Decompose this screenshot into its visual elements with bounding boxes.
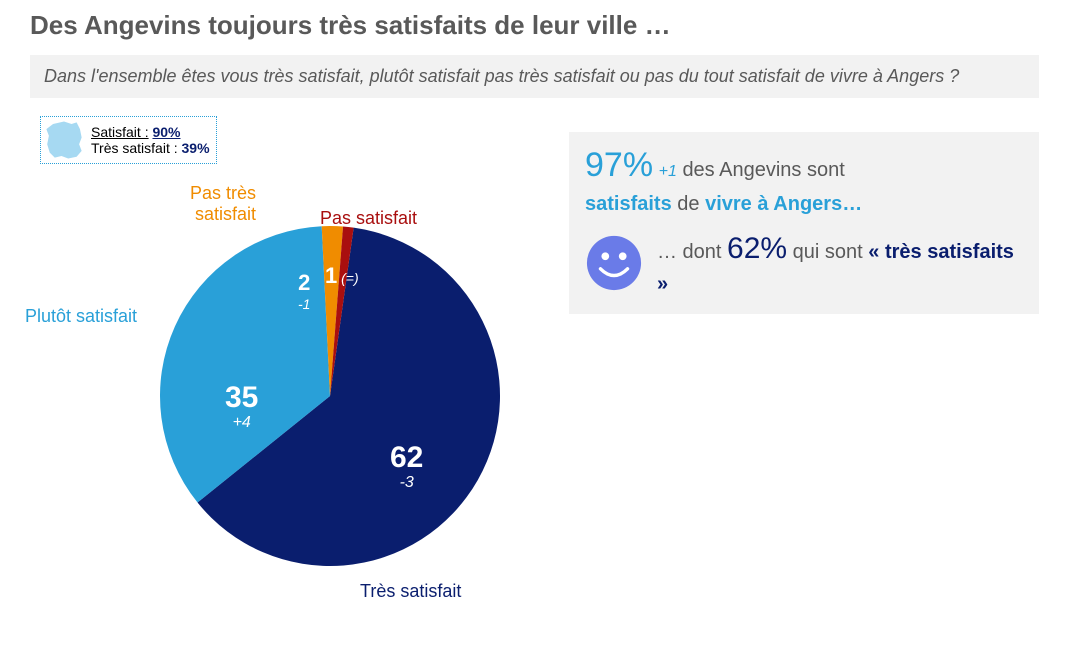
legend-tres-label: Très satisfait : xyxy=(91,140,178,156)
legend-tres-pct: 39% xyxy=(182,140,210,156)
content: Satisfait : 90% Très satisfait : 39% Trè… xyxy=(30,116,1039,606)
chart-side: Satisfait : 90% Très satisfait : 39% Trè… xyxy=(30,116,529,606)
stat-line2-pre: … dont xyxy=(657,241,721,263)
stat-pct: 97% xyxy=(585,146,653,184)
page-title: Des Angevins toujours très satisfaits de… xyxy=(30,10,1039,41)
slice-value-pas_satisfait: 1 (=) xyxy=(325,264,359,288)
slice-value-tres_satisfait: 62-3 xyxy=(390,441,423,492)
stat-side: 97% +1 des Angevins sont satisfaits de v… xyxy=(569,116,1039,606)
stat-pct-delta: +1 xyxy=(659,163,677,180)
legend-box: Satisfait : 90% Très satisfait : 39% xyxy=(40,116,217,164)
slice-value-plutot_satisfait: 35+4 xyxy=(225,381,258,432)
stat-line2-text: … dont 62% qui sont « très satisfaits » xyxy=(657,228,1023,298)
stat-kw-sat: satisfaits xyxy=(585,193,672,215)
stat-pct2: 62% xyxy=(727,232,787,265)
smiley-icon xyxy=(585,234,643,292)
stat-box: 97% +1 des Angevins sont satisfaits de v… xyxy=(569,132,1039,314)
france-map-icon xyxy=(43,119,85,161)
stat-line2-mid: qui sont xyxy=(793,241,863,263)
question-box: Dans l'ensemble êtes vous très satisfait… xyxy=(30,55,1039,98)
legend-satisfait-row: Satisfait : 90% xyxy=(91,124,210,141)
slice-label-pas_tres_satisfait: Pas trèssatisfait xyxy=(190,183,256,224)
slice-label-pas_satisfait: Pas satisfait xyxy=(320,208,417,229)
legend-satisfait-pct: 90% xyxy=(152,124,180,140)
stat-line-1: 97% +1 des Angevins sont satisfaits de v… xyxy=(585,142,1023,218)
legend-tres-row: Très satisfait : 39% xyxy=(91,140,210,157)
slice-label-plutot_satisfait: Plutôt satisfait xyxy=(25,306,137,327)
stat-line1-mid2: de xyxy=(677,193,699,215)
stat-kw-vivre: vivre à Angers… xyxy=(705,193,862,215)
slice-value-pas_tres_satisfait: 2-1 xyxy=(298,271,310,313)
legend-satisfait-label: Satisfait : xyxy=(91,124,149,140)
legend-rows: Satisfait : 90% Très satisfait : 39% xyxy=(91,124,210,158)
slice-label-tres_satisfait: Très satisfait xyxy=(360,581,461,602)
stat-line-2: … dont 62% qui sont « très satisfaits » xyxy=(585,228,1023,298)
stat-line1-mid: des Angevins sont xyxy=(682,159,844,181)
